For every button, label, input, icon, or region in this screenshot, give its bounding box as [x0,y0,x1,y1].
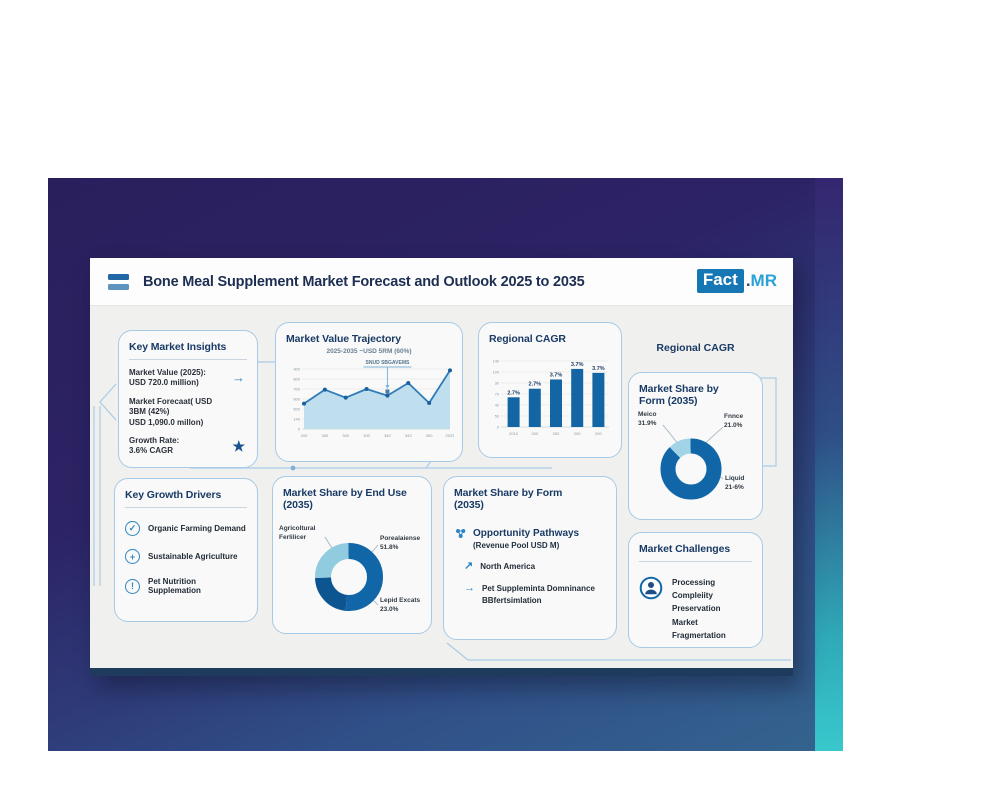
panel-title: Key Market Insights [129,341,227,353]
svg-text:0: 0 [298,427,301,432]
svg-text:500: 500 [293,407,300,412]
svg-text:600: 600 [293,397,300,402]
svg-text:50: 50 [495,415,499,419]
svg-text:200: 200 [531,431,538,436]
svg-text:900: 900 [293,367,300,372]
svg-text:340: 340 [384,433,391,438]
market-value-trajectory-panel: Market Value Trajectory 2025-2035 ~USD 5… [275,322,463,462]
svg-text:200: 200 [301,433,308,438]
bar-chart: 140 100 30 70 40 50 0 2.7% 2010 2.7% 200 3.7% 200 3.7… [493,360,609,436]
svg-text:3.7%: 3.7% [550,373,563,379]
card-body: Key Market Insights Market Value (2025):… [90,306,793,676]
svg-text:300: 300 [426,433,433,438]
footer-bar [90,668,793,676]
star-icon: ★ [232,438,245,455]
form-donut-chart [660,424,724,500]
insight-growth-rate: Growth Rate: 3.6% CAGR ★ [129,436,245,456]
svg-text:70: 70 [495,393,499,397]
donut-callout-agricultural: Agricoltural Ferlilicer [279,525,316,541]
svg-text:3.7%: 3.7% [592,366,605,372]
driver-item: ✓ Organic Farming Demand [125,521,247,537]
right-arrow-icon: → [464,582,475,595]
panel-title: Market Share by Form [454,487,563,499]
svg-text:200: 200 [595,431,602,436]
key-market-insights-panel: Key Market Insights Market Value (2025):… [118,330,258,468]
market-share-end-use-panel: Market Share by End Use (2035) Agricoltur… [272,476,432,634]
menu-icon[interactable] [108,273,129,290]
panel-title: Regional CAGR [489,333,566,345]
svg-text:200: 200 [574,431,581,436]
panel-title: Market Challenges [639,543,731,555]
donut-callout-liquid-extracts: Lepid Excats 23.0% [380,597,421,613]
divider [129,359,247,361]
market-share-form-donut-panel: Market Share by Form (2035) Meico 31.9% F… [628,372,763,520]
market-challenges-panel: Market Challenges Processing Compleiity … [628,532,763,648]
infographic-card: Bone Meal Supplement Market Forecast and… [90,258,793,676]
panel-title: Market Value Trajectory [286,333,402,345]
insight-market-value: Market Value (2025): USD 720.0 million) … [129,368,245,388]
plus-circle-icon: + [125,549,140,565]
logo-dot: . [745,271,751,290]
backdrop-accent-strip [815,178,843,751]
end-use-donut-chart [315,536,383,611]
svg-text:SNUD SBGAVEMS: SNUD SBGAVEMS [366,360,410,366]
donut-callout-mexico: Meico 31.9% [638,411,657,427]
person-icon [639,576,663,600]
opportunity-item: → Pet Suppleminta Domninance BBfertsimla… [464,582,595,605]
divider [639,561,752,563]
svg-text:200: 200 [553,431,560,436]
check-circle-icon: ✓ [125,521,140,537]
opportunity-heading: Opportunity Pathways [454,527,606,540]
svg-text:2.7%: 2.7% [507,390,520,396]
driver-item: ! Pet Nutrition Supplemation [125,577,247,595]
panel-title: Market Share by [639,383,719,395]
network-icon [456,529,466,539]
regional-cagr-panel: Regional CAGR 140 100 30 70 40 50 0 2.7% 2010 2.7… [478,322,622,458]
chart-subtitle: 2025-2035 ~USD 5RM (60%) [326,348,412,356]
svg-text:700: 700 [293,387,300,392]
opportunity-subheading: (Revenue Pool USD M) [473,541,560,551]
logo-mr: MR [750,271,777,290]
factmr-logo[interactable]: Fact . MR [696,269,777,293]
svg-text:140: 140 [293,417,300,422]
svg-text:40: 40 [495,404,499,408]
info-circle-icon: ! [125,578,140,594]
arrow-right-icon: → [232,370,245,386]
svg-text:300: 300 [342,433,349,438]
donut-callout-liquid: Liquid 21-6% [725,475,745,491]
svg-text:3.7%: 3.7% [571,362,584,368]
svg-text:800: 800 [293,377,300,382]
svg-text:140: 140 [493,360,499,364]
donut-callout-france: Fnnce 21.0% [724,413,744,429]
growth-arrow-icon: ↗ [464,560,474,573]
svg-text:2.7%: 2.7% [529,382,542,388]
panel-title: Key Growth Drivers [125,489,222,501]
opportunity-pathways-panel: Market Share by Form (2035) Opportunity P… [443,476,617,640]
driver-item: + Sustainable Agriculture [125,549,247,565]
svg-text:30: 30 [495,382,499,386]
logo-fact: Fact [696,269,744,293]
svg-text:100: 100 [493,371,499,375]
regional-cagr-label: Regional CAGR [656,342,735,354]
divider [125,507,247,509]
svg-text:300: 300 [363,433,370,438]
donut-callout-powdered: Porealaiense 51.8% [380,535,421,551]
insight-market-forecast: Market Forecaat( USD 3BM (42%) USD 1,090… [129,396,213,427]
svg-text:2010: 2010 [509,431,519,436]
svg-text:300: 300 [322,433,329,438]
challenges-lines: Processing Compleiity Preservation Marke… [672,578,726,640]
svg-text:2023: 2023 [446,433,454,438]
svg-text:0: 0 [497,426,499,430]
opportunity-item: ↗ North America [464,560,536,573]
page-title: Bone Meal Supplement Market Forecast and… [143,273,585,290]
panel-title: Market Share by End Use [283,487,407,499]
card-header: Bone Meal Supplement Market Forecast and… [90,258,793,306]
challenges-row: Processing Compleiity Preservation Marke… [639,576,752,642]
key-growth-drivers-panel: Key Growth Drivers ✓ Organic Farming Dem… [114,478,258,622]
svg-text:343: 343 [405,433,412,438]
